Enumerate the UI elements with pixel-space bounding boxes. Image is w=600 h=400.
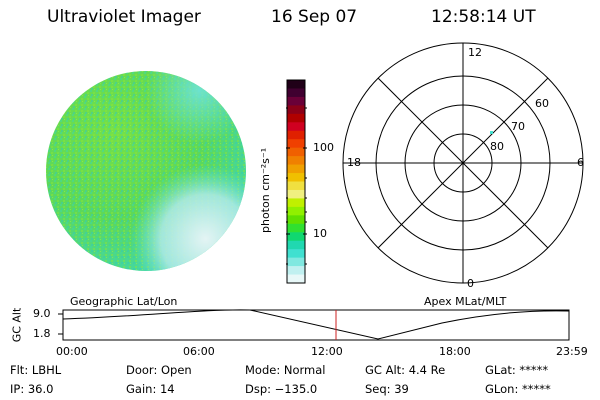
colorbar-segment [287,88,305,98]
mode-info: Mode: Normal [245,363,326,377]
colorbar-segment [287,232,305,242]
timeline-ymax: 9.0 [33,307,51,320]
lat-label-70: 70 [511,120,525,133]
date-label: 16 Sep 07 [271,7,358,27]
timeline-tick-0000: 00:00 [56,345,88,358]
colorbar-segment [287,147,305,157]
colorbar-segment [287,139,305,149]
colorbar-segment [287,274,305,284]
time-label: 12:58:14 UT [431,7,536,27]
aurora-point [490,131,493,134]
colorbar-segment [287,130,305,140]
colorbar-segment [287,266,305,276]
colorbar-segment [287,96,305,106]
mlt-label-18: 18 [347,156,361,169]
gc-alt-timeline [58,309,570,341]
color-bar [286,79,306,284]
polar-plot [342,42,584,284]
door-info: Door: Open [126,363,192,377]
colorbar-segment [287,80,305,90]
timeline-tick-1800: 18:00 [439,345,471,358]
timeline-tick-0600: 06:00 [183,345,215,358]
colorbar-segment [287,113,305,123]
filter-info: Flt: LBHL [10,363,62,377]
colorbar-segment [287,189,305,200]
colorbar-ticks [286,107,307,265]
colorbar-segment [287,122,305,132]
geographic-label: Geographic Lat/Lon [70,295,178,308]
timeline-ylabel: GC Alt [10,307,24,343]
colorbar-segment [287,257,305,267]
colorbar-outline [286,79,306,284]
uv-image-disc [46,71,246,271]
dsp-info: Dsp: −135.0 [245,382,318,396]
timeline-ymin: 1.8 [33,327,51,340]
colorbar-segment [287,181,305,191]
mlt-label-12: 12 [468,46,482,59]
timeline-tick-1200: 12:00 [311,345,343,358]
instrument-title: Ultraviolet Imager [47,7,201,27]
mlt-label-0: 0 [467,277,474,290]
lat-label-80: 80 [490,140,504,153]
seq-info: Seq: 39 [365,382,409,396]
gc-alt-info: GC Alt: 4.4 Re [365,363,446,377]
timeline-tick-2359: 23:59 [556,345,588,358]
colorbar-segment [287,206,305,216]
colorbar-label-100: 100 [313,141,334,154]
colorbar-segment [287,164,305,174]
colorbar-segment [287,240,305,250]
glon-info: GLon: ***** [485,382,551,396]
glat-info: GLat: ***** [485,363,549,377]
lat-label-60: 60 [535,97,549,110]
colorbar-unit-text: photon cm⁻²s⁻¹ [259,147,272,233]
colorbar-segment [287,173,305,183]
colorbar-segment [287,249,305,259]
ip-info: IP: 36.0 [10,382,54,396]
colorbar-segment [287,105,305,115]
colorbar-segment [287,156,305,166]
colorbar-label-10: 10 [313,227,327,240]
gain-info: Gain: 14 [126,382,175,396]
colorbar-segment [287,215,305,225]
colorbar-segment [287,198,305,208]
apex-label: Apex MLat/MLT [424,295,507,308]
colorbar-segment [287,223,305,233]
mlt-label-6: 6 [577,156,584,169]
